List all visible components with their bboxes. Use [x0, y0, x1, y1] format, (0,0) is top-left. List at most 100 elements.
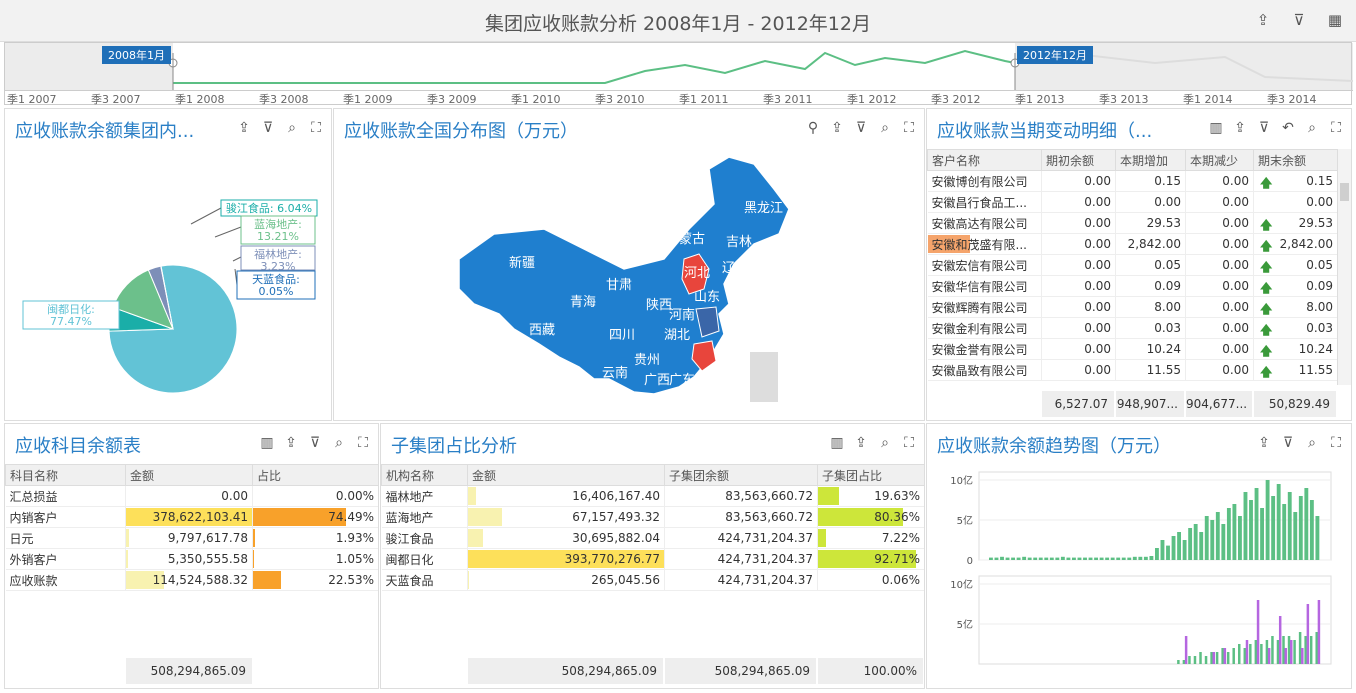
trend-bar-green[interactable] [1210, 652, 1213, 664]
trend-bar[interactable] [1293, 512, 1298, 560]
trend-bar[interactable] [1094, 557, 1099, 560]
detail-scrollbar[interactable] [1337, 149, 1351, 385]
trend-bar[interactable] [989, 557, 993, 560]
table-row[interactable]: 安徽辉腾有限公司 0.00 8.00 0.00 8.00 🡅 [927, 296, 1338, 318]
trend-bar[interactable] [1260, 508, 1265, 560]
trend-bar[interactable] [1011, 557, 1016, 560]
trend-bar[interactable] [1033, 557, 1038, 560]
trend-bar-green[interactable] [1232, 648, 1235, 664]
trend-bar[interactable] [1072, 557, 1076, 560]
table-row[interactable]: 天蓝食品 265,045.56 424,731,204.37 0.06% [381, 569, 924, 591]
trend-bar-green[interactable] [1304, 636, 1307, 664]
fullscreen-icon[interactable]: ⛶ [1331, 435, 1341, 451]
trend-bar[interactable] [1166, 545, 1170, 560]
columns-icon[interactable]: ▥ [830, 435, 844, 451]
group-col-header[interactable]: 机构名称 [381, 464, 468, 486]
table-row[interactable]: 安徽高达有限公司 0.00 29.53 0.00 29.53 🡅 [927, 212, 1338, 234]
trend-bar[interactable] [1265, 480, 1270, 560]
trend-bar[interactable] [1254, 488, 1259, 560]
trend-bar-green[interactable] [1238, 644, 1241, 664]
range-end-handle[interactable]: 2012年12月 [1017, 46, 1093, 64]
pie-chart[interactable]: 骏江食品: 6.04% 蓝海地产:13.21% 福林地产:3.23%天蓝食品:0.0… [5, 109, 332, 421]
trend-bar[interactable] [1282, 504, 1287, 560]
pie-slice[interactable] [160, 265, 174, 330]
export-icon[interactable]: ⇪ [831, 120, 843, 136]
trend-bar[interactable] [1149, 556, 1154, 560]
trend-bar-green[interactable] [1182, 660, 1186, 664]
columns-icon[interactable]: ▥ [260, 435, 274, 451]
trend-bar-green[interactable] [1276, 640, 1280, 664]
clear-filter-icon[interactable]: ⊽ [1258, 120, 1270, 136]
export-icon[interactable]: ⇪ [855, 435, 867, 451]
trend-bar[interactable] [1315, 516, 1320, 560]
trend-bar-green[interactable] [1177, 660, 1180, 664]
trend-bar-green[interactable] [1221, 648, 1224, 664]
detail-col-header[interactable]: 期末余额 [1253, 149, 1338, 171]
trend-bar[interactable] [1155, 548, 1159, 560]
table-row[interactable]: 安徽昌行食品工... 0.00 0.00 0.00 0.00 [927, 191, 1338, 213]
range-start-handle[interactable]: 2008年1月 [102, 46, 171, 64]
trend-bar[interactable] [1276, 484, 1281, 560]
trend-bar[interactable] [1271, 496, 1276, 560]
date-range-selector[interactable]: 2008年1月 2012年12月 季1 2007 季3 2007 季1 2008 季3… [4, 42, 1353, 106]
table-row[interactable]: 日元 9,797,617.78 1.93% [5, 527, 378, 549]
table-row[interactable]: 福林地产 16,406,167.40 83,563,660.72 19.63% [381, 485, 924, 507]
trend-bar-green[interactable] [1249, 644, 1252, 664]
subject-col-header[interactable]: 金额 [125, 464, 253, 486]
trend-bar[interactable] [1110, 557, 1115, 560]
trend-bar-green[interactable] [1260, 644, 1263, 664]
trend-bar[interactable] [1022, 556, 1027, 560]
map-fujian-highlight[interactable] [691, 340, 717, 372]
trend-bar-purple[interactable] [1317, 600, 1321, 664]
trend-bar[interactable] [1298, 496, 1303, 560]
trend-bar-purple[interactable] [1301, 648, 1304, 664]
export-icon[interactable]: ⇪ [238, 120, 250, 136]
trend-bar-green[interactable] [1309, 636, 1313, 664]
trend-bar-purple[interactable] [1184, 636, 1188, 664]
columns-icon[interactable]: ▥ [1209, 120, 1223, 136]
trend-bar-purple[interactable] [1245, 640, 1249, 664]
trend-bar[interactable] [1188, 528, 1193, 560]
trend-bar[interactable] [1177, 532, 1182, 560]
trend-bar[interactable] [1210, 520, 1215, 560]
trend-bar-green[interactable] [1298, 632, 1302, 664]
trend-bar-green[interactable] [1199, 652, 1202, 664]
clear-filter-icon[interactable]: ⊽ [1282, 435, 1294, 451]
trend-bar-purple[interactable] [1267, 648, 1271, 664]
table-row[interactable]: 安徽博创有限公司 0.00 0.15 0.00 0.15 🡅 [927, 170, 1338, 192]
trend-bar-green[interactable] [1265, 640, 1269, 664]
table-row[interactable]: 安徽和茂盛有限... 0.00 2,842.00 0.00 2,842.00 🡅 [927, 233, 1338, 255]
trend-bar-green[interactable] [1215, 652, 1219, 664]
table-row[interactable]: 安徽华信有限公司 0.00 0.09 0.00 0.09 🡅 [927, 275, 1338, 297]
trend-bar[interactable] [1160, 540, 1165, 560]
fullscreen-icon[interactable]: ⛶ [904, 435, 914, 451]
map-anhui-region[interactable] [695, 306, 720, 338]
trend-bar[interactable] [1083, 557, 1087, 560]
trend-bar-green[interactable] [1226, 652, 1230, 664]
fullscreen-icon[interactable]: ⛶ [358, 435, 368, 451]
trend-bar-green[interactable] [1287, 636, 1291, 664]
group-col-header[interactable]: 子集团余额 [664, 464, 818, 486]
trend-bar-purple[interactable] [1290, 640, 1293, 664]
trend-bar[interactable] [1304, 488, 1309, 560]
table-row[interactable]: 安徽金利有限公司 0.00 0.03 0.00 0.03 🡅 [927, 317, 1338, 339]
table-row[interactable]: 应收账款 114,524,588.32 22.53% [5, 569, 378, 591]
trend-bar-green[interactable] [1282, 636, 1285, 664]
trend-bar[interactable] [1226, 508, 1231, 560]
undo-icon[interactable]: ↶ [1282, 120, 1294, 136]
trend-bar[interactable] [1049, 557, 1054, 560]
export-icon[interactable]: ⇪ [1256, 11, 1270, 29]
table-row[interactable]: 汇总损益 0.00 0.00% [5, 485, 378, 507]
trend-bar[interactable] [1088, 557, 1093, 560]
trend-bar[interactable] [994, 557, 999, 560]
drill-icon[interactable]: ⌕ [335, 435, 343, 451]
trend-bar[interactable] [1199, 532, 1204, 560]
drill-icon[interactable]: ⌕ [288, 120, 296, 136]
detail-col-header[interactable]: 期初余额 [1041, 149, 1116, 171]
drill-icon[interactable]: ⌕ [881, 120, 889, 136]
trend-chart[interactable]: 10亿 5亿 0 10亿 5亿 [927, 424, 1352, 689]
trend-bar-green[interactable] [1254, 640, 1258, 664]
trend-bar[interactable] [1132, 556, 1137, 560]
trend-bar-purple[interactable] [1223, 648, 1227, 664]
